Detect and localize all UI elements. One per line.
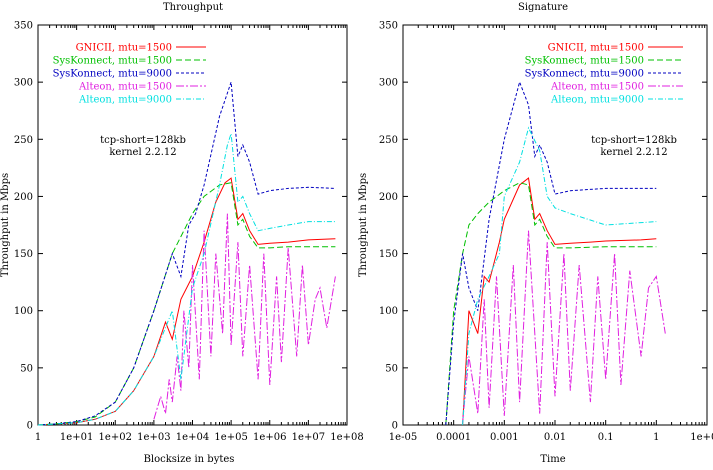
- x-axis-label: Time: [540, 454, 565, 465]
- y-tick-label: 0: [392, 421, 398, 432]
- signature-chart: Signature Time Throughput in Mbps tcp-sh…: [358, 2, 713, 465]
- x-tick-label: 1e+01: [690, 432, 713, 443]
- y-tick-label: 250: [14, 135, 33, 146]
- series-line-4: [462, 230, 666, 423]
- legend-label: Alteon, mtu=1500: [550, 82, 644, 93]
- chart-title: Throughput: [163, 2, 223, 13]
- series-line-1: [37, 177, 336, 426]
- x-tick-label: 1: [653, 432, 659, 443]
- x-tick-label: 1e+06: [253, 432, 286, 443]
- series-line-3: [37, 81, 336, 426]
- y-tick-label: 200: [14, 192, 33, 203]
- y-tick-label: 250: [379, 135, 398, 146]
- x-tick-label: 1e+04: [176, 432, 209, 443]
- legend-label: GNICII, mtu=1500: [76, 43, 172, 54]
- series-line-5: [462, 126, 657, 426]
- y-tick-label: 100: [14, 306, 33, 317]
- y-tick-label: 0: [27, 421, 33, 432]
- x-tick-label: 1e+07: [292, 432, 325, 443]
- y-tick-label: 50: [20, 363, 33, 374]
- legend-label: GNICII, mtu=1500: [548, 43, 644, 54]
- x-tick-label: 1e+02: [99, 432, 132, 443]
- legend-label: Alteon, mtu=9000: [550, 95, 644, 106]
- series-line-1: [462, 177, 657, 426]
- series-line-4: [153, 213, 336, 420]
- y-tick-label: 350: [379, 21, 398, 32]
- x-tick-label: 0.001: [490, 432, 519, 443]
- x-tick-label: 1e+03: [137, 432, 170, 443]
- annotation-line-2: kernel 2.2.12: [600, 147, 667, 158]
- y-tick-label: 50: [385, 363, 398, 374]
- x-tick-label: 1e+01: [60, 432, 93, 443]
- annotation-line-1: tcp-short=128kb: [100, 135, 186, 146]
- x-axis-label: Blocksize in bytes: [144, 454, 235, 465]
- y-tick-label: 100: [379, 306, 398, 317]
- legend-label: SysKonnect, mtu=9000: [525, 69, 644, 80]
- y-axis-label: Throughput in Mbps: [0, 173, 11, 277]
- legend-label: Alteon, mtu=9000: [78, 95, 172, 106]
- x-tick-label: 1e+05: [214, 432, 247, 443]
- x-tick-label: 1e+08: [330, 432, 363, 443]
- annotation-line-1: tcp-short=128kb: [591, 135, 677, 146]
- x-tick-label: 0.01: [544, 432, 566, 443]
- series-line-2: [445, 182, 657, 426]
- legend-label: SysKonnect, mtu=1500: [525, 56, 644, 67]
- series-line-3: [445, 80, 657, 426]
- y-tick-label: 200: [379, 192, 398, 203]
- y-axis-label: Throughput in Mbps: [358, 173, 369, 277]
- throughput-chart: Throughput Blocksize in bytes Throughput…: [0, 2, 364, 465]
- annotation-line-2: kernel 2.2.12: [109, 147, 176, 158]
- x-tick-label: 0.0001: [436, 432, 471, 443]
- y-tick-label: 350: [14, 21, 33, 32]
- x-tick-label: 1e-05: [389, 432, 417, 443]
- x-tick-label: 1: [35, 432, 41, 443]
- y-tick-label: 150: [379, 249, 398, 260]
- legend-label: Alteon, mtu=1500: [78, 82, 172, 93]
- y-tick-label: 300: [379, 78, 398, 89]
- y-tick-label: 150: [14, 249, 33, 260]
- series-line-2: [37, 182, 336, 426]
- x-tick-label: 0.1: [598, 432, 614, 443]
- y-tick-label: 300: [14, 78, 33, 89]
- legend-label: SysKonnect, mtu=1500: [53, 56, 172, 67]
- chart-title: Signature: [518, 2, 568, 13]
- legend-label: SysKonnect, mtu=9000: [53, 69, 172, 80]
